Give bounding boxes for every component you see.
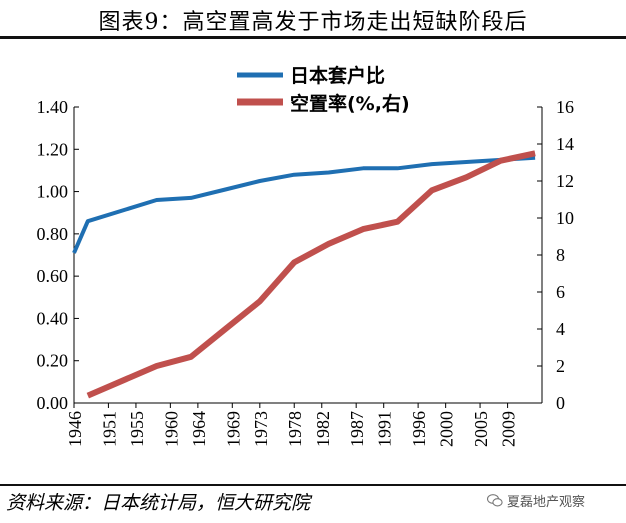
x-axis-tick-label: 1991 <box>375 411 395 447</box>
axes: 1.40 1.20 1.00 0.80 0.60 0.40 0.20 0.00 16 14 12 10… <box>37 97 575 447</box>
wechat-icon <box>487 494 503 507</box>
left-axis-tick-label: 0.20 <box>37 351 69 371</box>
right-axis-tick-label: 12 <box>556 171 574 191</box>
x-axis-tick-label: 1960 <box>161 411 181 447</box>
source-divider <box>0 484 626 486</box>
figure-title: 图表9：高空置高发于市场走出短缺阶段后 <box>98 10 528 35</box>
left-axis-tick-label: 0.40 <box>37 308 69 328</box>
left-axis-tick-label: 1.40 <box>37 97 69 117</box>
watermark: 夏磊地产观察 <box>487 491 585 510</box>
left-axis-tick-label: 0.00 <box>37 393 69 413</box>
x-axis-tick-label: 2000 <box>437 411 457 447</box>
left-axis-tick-label: 0.60 <box>37 266 69 286</box>
title-divider <box>0 36 626 39</box>
x-axis-tick-label: 2009 <box>499 411 519 447</box>
right-axis-tick-label: 0 <box>556 393 565 413</box>
right-axis-tick-label: 8 <box>556 245 565 265</box>
x-axis-tick-label: 1973 <box>251 411 271 447</box>
right-axis-tick-label: 16 <box>556 97 574 117</box>
watermark-text: 夏磊地产观察 <box>507 495 586 510</box>
left-axis-tick-label: 1.20 <box>37 139 69 159</box>
legend-label-vacancy: 空置率(%,右) <box>290 92 410 115</box>
left-axis-tick-label: 1.00 <box>37 182 69 202</box>
x-axis-tick-label: 1946 <box>65 411 85 447</box>
x-axis-tick-label: 1982 <box>313 411 333 447</box>
x-axis-tick-label: 2005 <box>471 411 491 447</box>
series-line-vacancy <box>86 150 536 399</box>
source-note: 资料来源：日本统计局，恒大研究院 <box>6 492 311 514</box>
x-axis-tick-label: 1969 <box>223 411 243 447</box>
x-axis-tick-label: 1955 <box>127 411 147 447</box>
series-lines <box>72 150 536 399</box>
x-axis-tick-label: 1978 <box>285 411 305 447</box>
right-axis-tick-label: 10 <box>556 208 574 228</box>
series-line-ratio <box>72 155 536 254</box>
right-axis-tick-label: 14 <box>556 134 574 154</box>
line-chart: 1.40 1.20 1.00 0.80 0.60 0.40 0.20 0.00 16 14 12 10… <box>37 64 575 447</box>
right-axis-tick-label: 4 <box>556 319 565 339</box>
x-axis-tick-label: 1964 <box>189 411 209 447</box>
left-axis-tick-label: 0.80 <box>37 224 69 244</box>
legend-label-ratio: 日本套户比 <box>290 64 385 87</box>
legend: 日本套户比 空置率(%,右) <box>237 64 410 115</box>
x-axis-tick-label: 1996 <box>409 411 429 447</box>
right-axis-tick-label: 2 <box>556 356 565 376</box>
x-axis-tick-label: 1951 <box>99 411 119 447</box>
right-axis-tick-label: 6 <box>556 282 565 302</box>
x-axis-tick-label: 1987 <box>347 411 367 447</box>
